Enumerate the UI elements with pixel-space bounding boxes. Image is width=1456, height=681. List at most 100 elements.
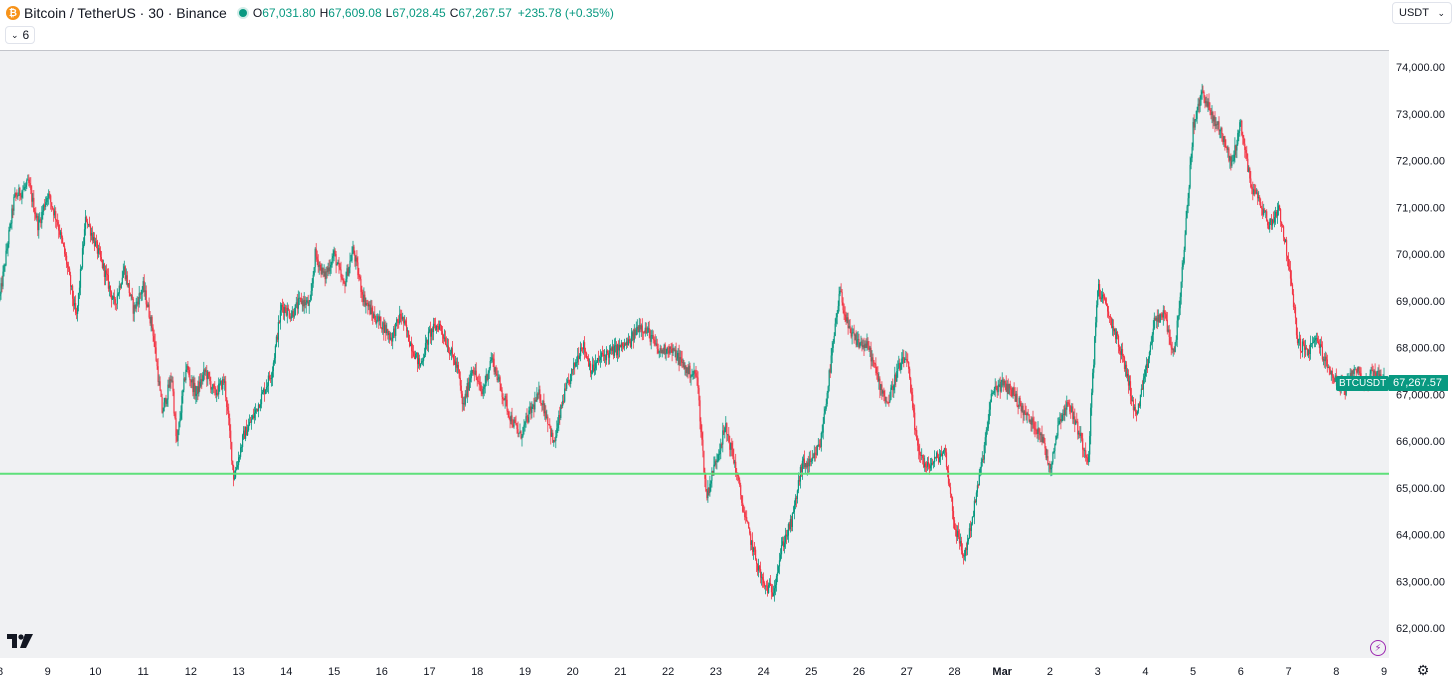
candle-body — [1020, 403, 1022, 412]
candle-body — [601, 352, 604, 355]
candle-body — [527, 417, 529, 422]
candle-body — [507, 411, 509, 412]
candle-body — [517, 429, 519, 434]
candle-body — [359, 277, 361, 279]
candle-body — [577, 355, 579, 363]
candle-body — [68, 266, 70, 269]
candle-body — [1249, 168, 1251, 179]
candle-body — [1349, 372, 1351, 376]
plot-area[interactable] — [0, 50, 1389, 658]
candle-body — [477, 380, 479, 382]
candle-body — [160, 390, 162, 397]
candle-body — [1103, 294, 1105, 296]
candle-body — [1323, 359, 1325, 362]
candle-body — [839, 290, 841, 294]
candle-body — [2, 271, 4, 287]
candle-body — [305, 302, 307, 306]
candle-body — [877, 374, 879, 382]
candle-body — [929, 464, 931, 469]
candle-body — [1186, 206, 1188, 218]
candle-body — [1052, 452, 1054, 463]
candle-body — [635, 329, 637, 336]
candle-body — [445, 344, 447, 346]
candle-body — [775, 576, 778, 585]
candle-body — [906, 359, 908, 362]
candle-body — [556, 428, 558, 437]
candle-body — [1234, 145, 1236, 155]
candle-body — [470, 373, 472, 379]
candle-body — [459, 377, 461, 386]
candle-body — [118, 285, 120, 294]
candle-body — [967, 538, 969, 542]
candle-body — [994, 386, 996, 390]
candle-body — [196, 386, 198, 394]
candle-body — [100, 257, 102, 260]
candle-body — [1330, 371, 1332, 375]
candle-body — [1085, 450, 1087, 458]
candle-body — [379, 316, 381, 321]
gear-icon[interactable]: ⚙ — [1416, 661, 1430, 678]
candle-body — [1288, 258, 1290, 267]
time-tick-label: 25 — [805, 666, 817, 678]
candle-body — [1121, 349, 1124, 356]
candle-body — [703, 450, 705, 473]
candle-body — [561, 405, 563, 406]
candle-body — [508, 411, 510, 418]
candle-body — [651, 335, 653, 336]
candle-body — [42, 210, 44, 212]
price-axis[interactable]: 62,000.00 63,000.00 64,000.00 65,000.00 66,0… — [1389, 50, 1456, 658]
candle-body — [549, 424, 551, 426]
candle-body — [959, 541, 961, 544]
candle-body — [971, 516, 973, 524]
candle-body — [302, 300, 304, 307]
indicators-toggle-button[interactable]: ⌄ 6 — [5, 26, 36, 44]
candle-body — [965, 548, 967, 551]
candle-body — [357, 262, 359, 276]
candle-body — [1317, 341, 1319, 344]
candle-body — [203, 369, 205, 376]
candle-body — [286, 307, 288, 316]
candle-body — [927, 462, 929, 467]
candle-body — [1175, 339, 1177, 343]
candle-body — [847, 317, 849, 329]
candle-body — [382, 322, 384, 330]
candle-body — [501, 390, 503, 397]
candle-body — [108, 285, 110, 289]
candle-body — [1300, 351, 1303, 352]
time-tick-label: 4 — [1142, 666, 1148, 678]
time-axis[interactable]: 8910111213141516171819202122232425262728… — [0, 658, 1456, 681]
candle-body — [1071, 406, 1073, 412]
symbol-title[interactable]: Bitcoin / TetherUS · 30 · Binance — [24, 5, 227, 21]
candle-body — [1215, 124, 1217, 126]
lightning-icon[interactable]: ⚡ — [1370, 640, 1386, 656]
candle-body — [915, 429, 917, 431]
candle-body — [17, 195, 19, 197]
candle-body — [1276, 211, 1278, 217]
candle-body — [500, 384, 502, 391]
candle-body — [135, 302, 137, 309]
candle-body — [619, 344, 621, 348]
candle-body — [1072, 406, 1074, 420]
candle-body — [1192, 122, 1194, 147]
candle-body — [281, 305, 283, 307]
candle-body — [249, 421, 251, 426]
candle-body — [575, 362, 577, 367]
candle-body — [1228, 148, 1230, 161]
candle-body — [574, 362, 576, 367]
tradingview-logo-icon[interactable] — [7, 634, 33, 648]
currency-select[interactable]: USDT ⌄ — [1392, 2, 1452, 24]
candle-body — [835, 317, 837, 324]
candle-body — [98, 248, 100, 251]
candle-body — [1143, 376, 1145, 379]
candle-body — [1261, 207, 1263, 209]
candle-body — [321, 267, 323, 275]
candle-body — [1098, 284, 1100, 291]
candle-body — [774, 584, 777, 589]
candle-body — [914, 412, 916, 430]
candle-body — [93, 237, 96, 247]
candle-body — [244, 430, 246, 439]
candle-body — [76, 312, 78, 314]
candle-body — [1069, 404, 1071, 412]
candle-body — [173, 391, 175, 414]
